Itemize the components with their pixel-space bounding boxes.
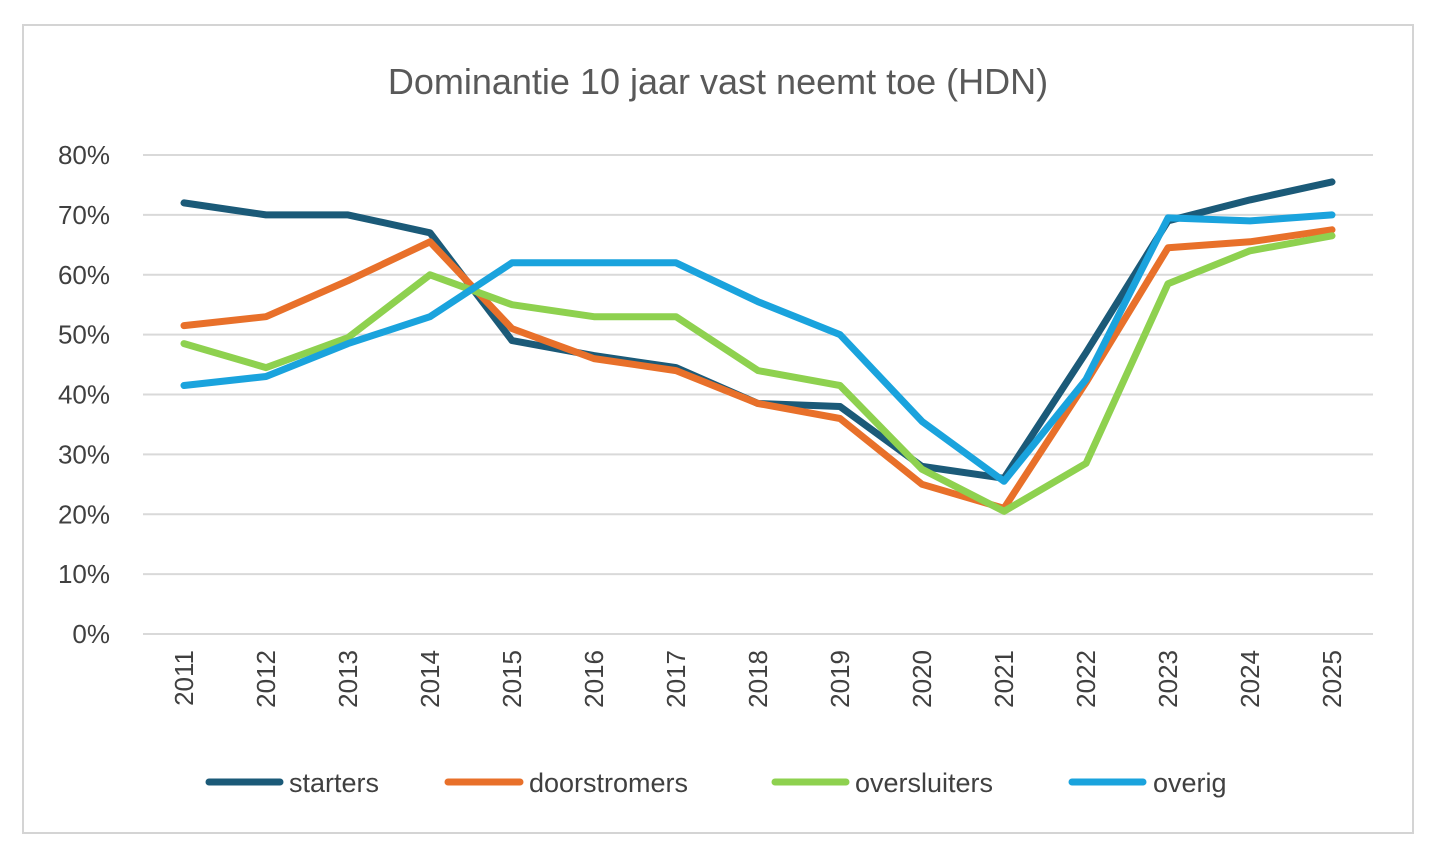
x-tick-label: 2015 xyxy=(497,650,527,708)
gridlines xyxy=(143,154,1373,635)
legend-label-starters: starters xyxy=(289,768,379,798)
x-tick-label: 2020 xyxy=(907,650,937,708)
x-tick-label: 2023 xyxy=(1153,650,1183,708)
series-line-overig xyxy=(180,211,1336,485)
x-tick-label: 2022 xyxy=(1071,650,1101,708)
x-tick-label: 2025 xyxy=(1317,650,1347,708)
legend-label-oversluiters: oversluiters xyxy=(855,768,993,798)
series-line-doorstromers xyxy=(180,226,1336,512)
y-tick-label: 10% xyxy=(58,559,110,589)
series-line-oversluiters xyxy=(180,232,1336,515)
y-tick-label: 0% xyxy=(72,619,110,649)
y-tick-label: 80% xyxy=(58,140,110,170)
y-tick-label: 40% xyxy=(58,380,110,410)
y-tick-label: 30% xyxy=(58,439,110,469)
legend-label-overig: overig xyxy=(1153,768,1227,798)
chart-frame xyxy=(22,24,1414,834)
x-tick-label: 2012 xyxy=(251,650,281,708)
x-axis-ticks: 2011 2012 2013 2014 2015 2016 2017 2018 2019 2020… xyxy=(169,650,1347,708)
x-tick-label: 2013 xyxy=(333,650,363,708)
x-tick-label: 2014 xyxy=(415,650,445,708)
x-tick-label: 2011 xyxy=(169,650,199,706)
y-tick-label: 50% xyxy=(58,320,110,350)
y-tick-label: 60% xyxy=(58,260,110,290)
legend: starters doorstromers oversluiters overig xyxy=(205,768,1227,798)
series-lines xyxy=(180,178,1336,515)
chart-title: Dominantie 10 jaar vast neemt toe (HDN) xyxy=(388,61,1048,102)
x-tick-label: 2024 xyxy=(1235,650,1265,708)
x-tick-label: 2017 xyxy=(661,650,691,708)
y-axis-ticks: 0% 10% 20% 30% 40% 50% 60% 70% 80% xyxy=(58,140,110,649)
legend-label-doorstromers: doorstromers xyxy=(529,768,688,798)
x-tick-label: 2016 xyxy=(579,650,609,708)
y-tick-label: 70% xyxy=(58,200,110,230)
x-tick-label: 2018 xyxy=(743,650,773,708)
x-tick-label: 2019 xyxy=(825,650,855,708)
y-tick-label: 20% xyxy=(58,499,110,529)
x-tick-label: 2021 xyxy=(989,650,1019,708)
